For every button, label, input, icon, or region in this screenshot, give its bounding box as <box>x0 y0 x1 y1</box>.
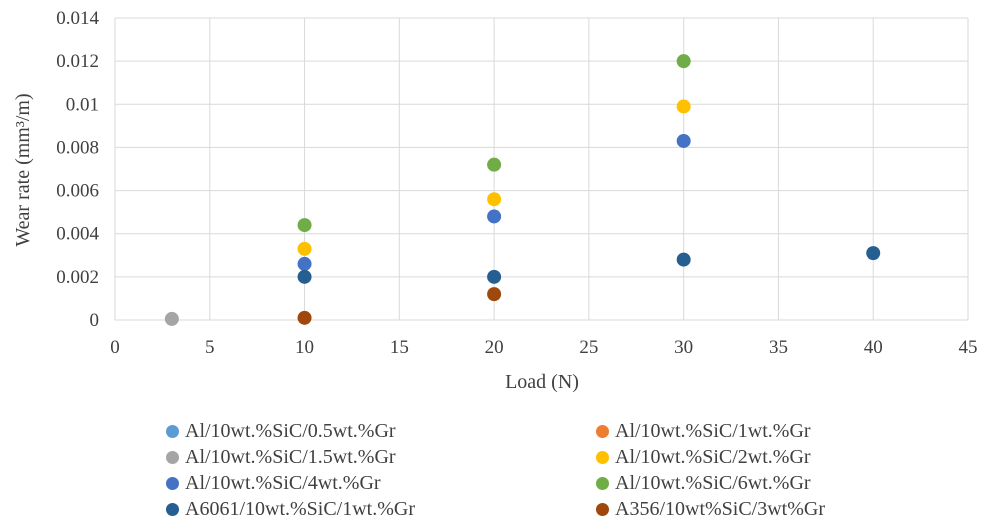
legend-marker <box>166 477 179 490</box>
legend-marker <box>166 425 179 438</box>
legend-item: Al/10wt.%SiC/1wt.%Gr <box>596 420 811 443</box>
data-point <box>297 241 312 256</box>
legend-item: A356/10wt%SiC/3wt%Gr <box>596 498 825 521</box>
y-tick-label: 0.004 <box>56 224 99 245</box>
legend-item: Al/10wt.%SiC/0.5wt.%Gr <box>166 420 396 443</box>
x-tick-label: 10 <box>295 337 314 358</box>
data-point <box>297 256 312 271</box>
x-tick-label: 15 <box>390 337 409 358</box>
data-point <box>297 269 312 284</box>
x-tick-labels: 0 5 10 15 20 25 30 35 40 45 <box>110 337 977 358</box>
scatter-chart: 0 5 10 15 20 25 30 35 40 45 0 0.002 0.004 0.006 0.008… <box>12 8 978 393</box>
data-point <box>487 192 502 207</box>
data-point <box>487 287 502 302</box>
legend-label: A356/10wt%SiC/3wt%Gr <box>615 498 825 520</box>
legend-item: A6061/10wt.%SiC/1wt.%Gr <box>166 498 415 521</box>
x-axis-label: Load (N) <box>505 371 579 393</box>
y-tick-label: 0.012 <box>56 51 99 72</box>
y-tick-label: 0.008 <box>56 137 99 158</box>
x-tick-label: 5 <box>205 337 215 358</box>
legend-item: Al/10wt.%SiC/2wt.%Gr <box>596 446 811 469</box>
legend-marker <box>166 451 179 464</box>
y-tick-label: 0.002 <box>56 267 99 288</box>
y-tick-label: 0 <box>90 310 100 331</box>
legend-label: A6061/10wt.%SiC/1wt.%Gr <box>185 498 415 520</box>
data-point <box>676 252 691 267</box>
data-point <box>297 218 312 233</box>
data-point <box>487 269 502 284</box>
x-tick-label: 0 <box>110 337 120 358</box>
x-tick-label: 20 <box>485 337 504 358</box>
y-tick-label: 0.006 <box>56 181 99 202</box>
x-tick-label: 30 <box>674 337 693 358</box>
legend-marker <box>596 425 609 438</box>
data-point <box>676 133 691 148</box>
data-point <box>487 209 502 224</box>
data-point <box>487 157 502 172</box>
y-tick-label: 0.014 <box>56 8 99 29</box>
y-axis-label: Wear rate (mm³/m) <box>12 93 34 246</box>
data-point <box>676 54 691 69</box>
legend-marker <box>166 503 179 516</box>
y-tick-labels: 0 0.002 0.004 0.006 0.008 0.01 0.012 0.014 <box>56 8 99 331</box>
y-tick-label: 0.01 <box>66 94 99 115</box>
data-point <box>866 246 881 261</box>
legend-marker <box>596 503 609 516</box>
legend-item: Al/10wt.%SiC/6wt.%Gr <box>596 472 811 495</box>
legend-label: Al/10wt.%SiC/1wt.%Gr <box>615 420 811 442</box>
legend-item: Al/10wt.%SiC/1.5wt.%Gr <box>166 446 396 469</box>
data-points <box>164 54 881 326</box>
data-point <box>676 99 691 114</box>
legend-label: Al/10wt.%SiC/6wt.%Gr <box>615 472 811 494</box>
data-point <box>297 310 312 325</box>
legend-label: Al/10wt.%SiC/2wt.%Gr <box>615 446 811 468</box>
data-point <box>164 311 179 326</box>
legend-label: Al/10wt.%SiC/1.5wt.%Gr <box>185 446 396 468</box>
legend-item: Al/10wt.%SiC/4wt.%Gr <box>166 472 381 495</box>
legend-label: Al/10wt.%SiC/4wt.%Gr <box>185 472 381 494</box>
x-tick-label: 35 <box>769 337 788 358</box>
x-tick-label: 25 <box>579 337 598 358</box>
legend-marker <box>596 451 609 464</box>
legend-marker <box>596 477 609 490</box>
legend-label: Al/10wt.%SiC/0.5wt.%Gr <box>185 420 396 442</box>
gridlines <box>114 17 969 321</box>
x-tick-label: 45 <box>959 337 978 358</box>
x-tick-label: 40 <box>864 337 883 358</box>
